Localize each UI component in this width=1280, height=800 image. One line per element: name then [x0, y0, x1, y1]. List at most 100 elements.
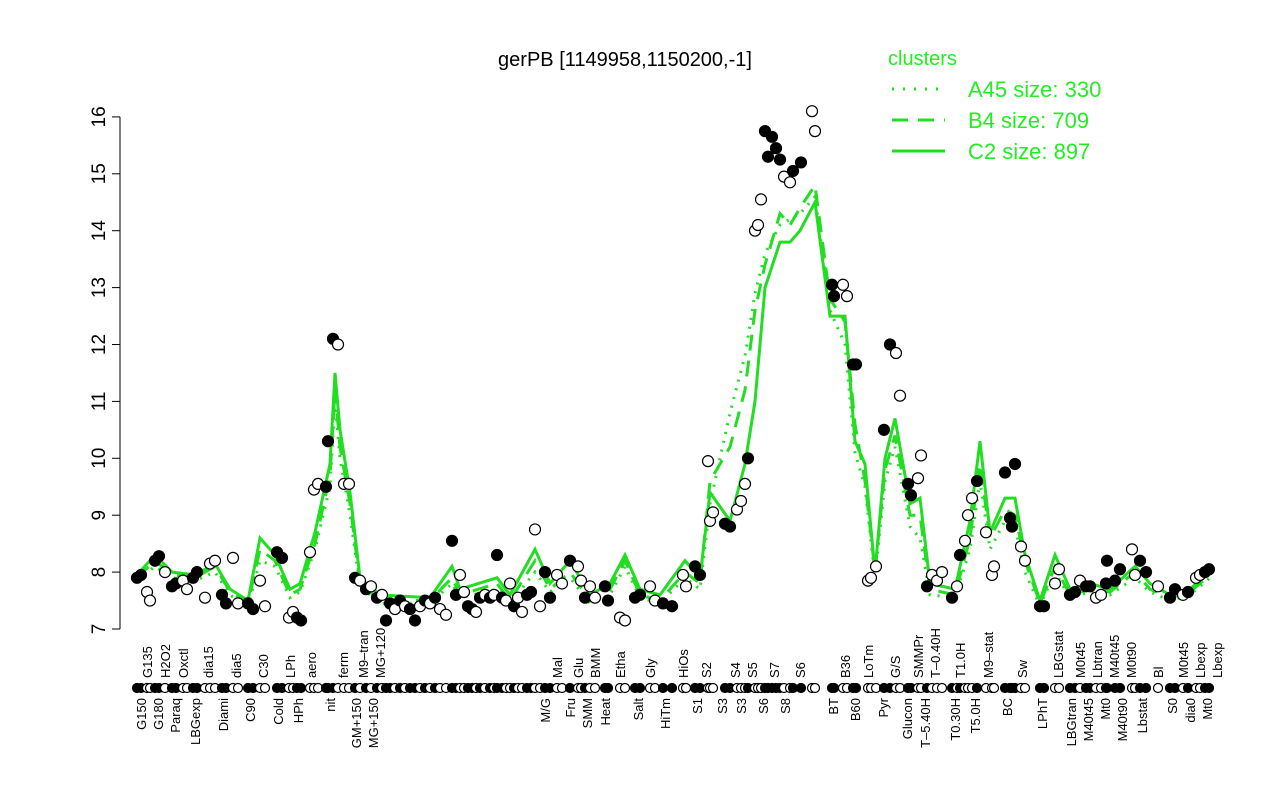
legend: clusters A45 size: 330 B4 size: 709 C2 siz…	[888, 48, 1101, 164]
x-tick-label: Cold	[271, 698, 286, 725]
x-tick-label: Lbtran	[1090, 641, 1105, 678]
data-point	[1037, 600, 1051, 613]
data-point	[555, 577, 569, 590]
sample-rug	[131, 682, 1215, 694]
x-tick-label: LBGstat	[1051, 631, 1066, 678]
x-tick-label: B60	[848, 698, 863, 721]
x-tick-label: C30	[256, 654, 271, 678]
x-tick-label: LoTm	[861, 645, 876, 678]
rug-marker	[634, 682, 646, 694]
data-point	[840, 290, 854, 303]
data-point	[1052, 563, 1066, 576]
data-point	[1202, 563, 1216, 576]
data-point	[598, 580, 612, 593]
data-point	[1014, 540, 1028, 553]
data-point	[1133, 554, 1147, 567]
rug-marker	[680, 682, 692, 694]
x-tick-label: T5.0H	[968, 698, 983, 733]
data-point	[751, 218, 765, 232]
data-point	[998, 466, 1012, 479]
data-point	[198, 591, 212, 604]
x-tick-label: ferm	[336, 652, 351, 678]
data-point	[503, 577, 517, 590]
rug-marker	[1114, 682, 1126, 694]
data-point	[428, 591, 442, 604]
x-axis-labels: G150 G180 Paraq LBGexp Diami C90 Cold HPh nit GM+…	[134, 628, 1225, 748]
y-tick-label: 14	[89, 220, 110, 242]
data-point	[588, 591, 602, 604]
y-tick-label: 12	[89, 334, 110, 355]
data-point	[901, 477, 915, 491]
data-point	[379, 614, 393, 627]
x-tick-label: T–0.40H	[928, 628, 943, 678]
x-tick-label: SMM	[580, 698, 595, 728]
data-point	[950, 580, 964, 593]
data-point	[143, 594, 157, 607]
data-point	[538, 565, 552, 579]
data-point	[808, 125, 822, 138]
x-tick-label: dia5	[229, 653, 244, 678]
x-tick-label: HPh	[291, 698, 306, 723]
rug-marker	[232, 682, 244, 694]
data-point	[180, 583, 194, 596]
y-tick-label: 15	[89, 163, 110, 184]
x-tick-label: BMM	[588, 648, 603, 678]
data-point	[889, 346, 903, 360]
data-point	[1181, 585, 1195, 599]
x-tick-label: dia15	[201, 646, 216, 678]
x-tick-label: LPh	[283, 655, 298, 678]
x-tick-label: HiTm	[658, 698, 673, 729]
data-point	[1008, 457, 1022, 471]
data-point	[490, 548, 504, 562]
data-point	[723, 520, 737, 533]
x-tick-label: G/S	[888, 655, 903, 678]
data-point	[190, 565, 204, 579]
rug-marker	[809, 682, 821, 694]
data-point	[571, 560, 585, 573]
x-tick-label: S4	[728, 662, 743, 678]
x-tick-label: Sw	[1015, 659, 1030, 678]
data-point	[765, 130, 779, 143]
y-tick-label: 7	[89, 624, 110, 635]
data-point	[945, 591, 959, 604]
x-tick-label: Paraq	[168, 698, 183, 733]
x-tick-label: Glucon	[900, 698, 915, 739]
legend-title: clusters	[888, 48, 957, 70]
data-point	[1018, 554, 1032, 567]
data-point	[533, 600, 547, 613]
data-point	[706, 506, 720, 519]
x-tick-label: M40t45	[1081, 698, 1096, 741]
data-point	[643, 580, 657, 593]
data-point	[701, 455, 715, 468]
data-point	[1139, 565, 1153, 579]
data-point	[408, 614, 422, 627]
data-point	[543, 591, 557, 604]
data-point	[578, 591, 592, 604]
data-point	[469, 605, 483, 619]
data-point	[1005, 520, 1019, 533]
data-point	[827, 290, 841, 303]
data-point	[987, 560, 1001, 573]
x-tick-label: LBGtran	[1064, 698, 1079, 746]
x-tick-label: S5	[745, 662, 760, 678]
data-point	[319, 480, 333, 493]
x-tick-label: Mt0	[1098, 698, 1113, 720]
rug-marker	[936, 682, 948, 694]
x-tick-label: Pyr	[876, 697, 891, 717]
x-tick-label: G135	[140, 646, 155, 678]
data-point	[524, 585, 538, 599]
x-tick-label: Diami	[216, 698, 231, 731]
x-tick-label: H2O2	[158, 644, 173, 678]
data-point	[208, 554, 222, 567]
data-point	[893, 389, 907, 402]
rug-marker	[971, 682, 983, 694]
y-tick-label: 16	[89, 106, 110, 127]
legend-label: A45 size: 330	[968, 77, 1101, 102]
x-tick-label: dia0	[1183, 698, 1198, 723]
legend-label: B4 size: 709	[968, 108, 1089, 133]
data-point	[676, 568, 690, 582]
data-point	[794, 156, 808, 169]
data-point	[693, 568, 707, 582]
rug-marker	[602, 682, 614, 694]
data-point	[1151, 580, 1165, 593]
